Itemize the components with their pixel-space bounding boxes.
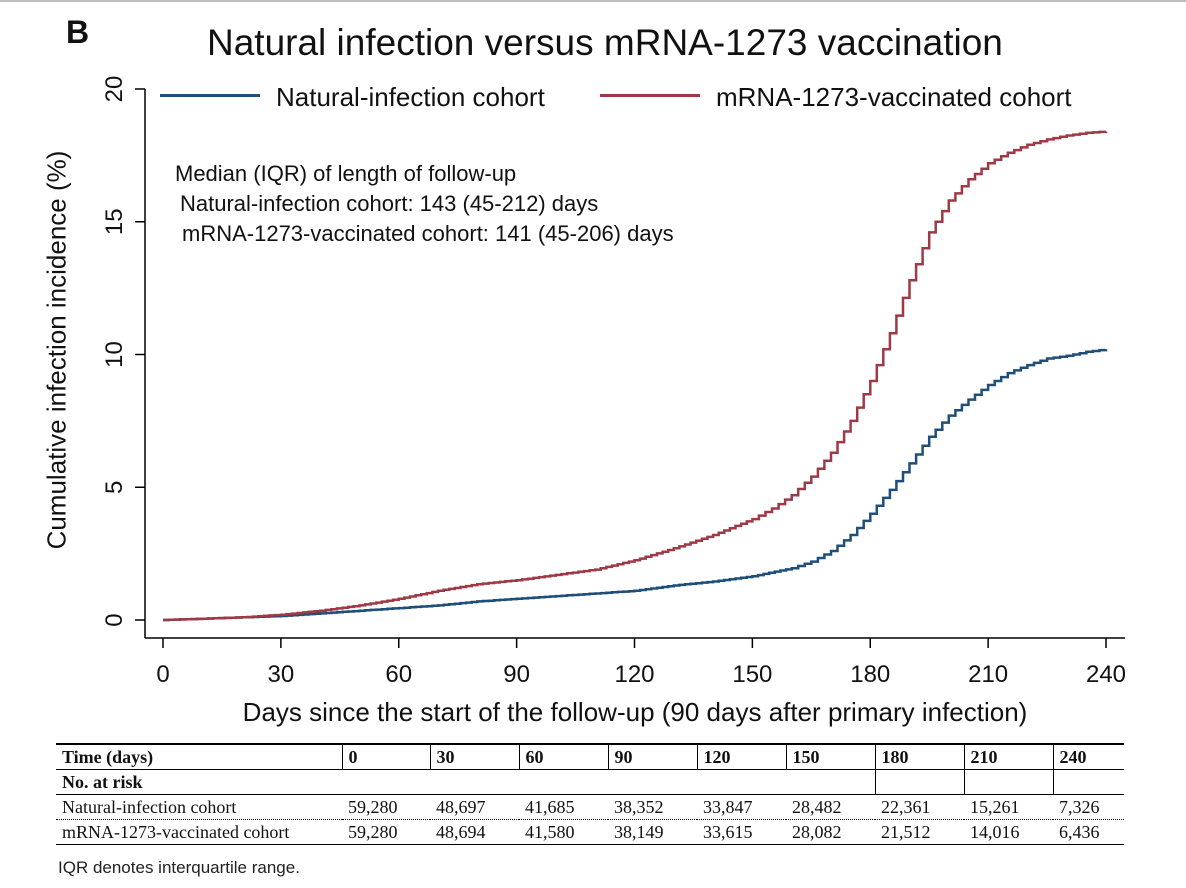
risk-cell: 59,280 (342, 794, 430, 820)
x-tick-label: 180 (850, 661, 890, 688)
y-axis-label: Cumulative infection incidence (%) (41, 150, 72, 550)
risk-cell: 33,615 (697, 819, 786, 845)
annotation-title: Median (IQR) of length of follow-up (175, 161, 517, 186)
risk-table-time: 240 (1053, 743, 1124, 770)
plot-area: 0 30 60 90 120 150 180 210 240 0 5 10 15 20 (101, 76, 1126, 688)
series-line-vaccinated (163, 130, 1108, 622)
x-tick-label: 150 (732, 661, 772, 688)
x-tick-label: 120 (614, 661, 654, 688)
panel-letter: B (66, 14, 90, 50)
y-tick-label: 0 (101, 613, 128, 626)
chart-title: Natural infection versus mRNA-1273 vacci… (207, 22, 1003, 63)
risk-cell: 6,436 (1053, 819, 1124, 845)
x-axis-label: Days since the start of the follow-up (9… (242, 697, 1028, 727)
risk-table-time: 90 (608, 743, 698, 770)
annotation-line-natural: Natural-infection cohort: 143 (45-212) d… (180, 191, 599, 216)
risk-cell: 48,694 (430, 819, 519, 845)
risk-cell: 28,482 (786, 794, 875, 820)
risk-table-subheader-row: No. at risk (56, 769, 1124, 795)
annotation-line-vaccinated: mRNA-1273-vaccinated cohort: 141 (45-206… (182, 221, 674, 246)
risk-cell: 41,580 (519, 819, 608, 845)
y-tick-label: 5 (101, 481, 128, 494)
x-tick-label: 0 (156, 661, 169, 688)
risk-cell: 14,016 (964, 819, 1053, 845)
risk-cell: 21,512 (875, 819, 964, 845)
risk-cell: 48,697 (430, 794, 519, 820)
risk-table-time: 0 (342, 743, 431, 770)
y-tick-label: 20 (101, 76, 128, 103)
risk-table: Time (days) 0 30 60 90 120 150 180 210 2… (56, 743, 1124, 845)
risk-cell: 22,361 (875, 794, 964, 820)
risk-table-time: 120 (697, 743, 787, 770)
risk-table-time: 30 (430, 743, 520, 770)
risk-table-time: 150 (786, 743, 876, 770)
y-tick-label: 10 (101, 341, 128, 368)
x-tick-label: 60 (385, 661, 412, 688)
risk-table-time: 60 (519, 743, 609, 770)
risk-cell: 59,280 (342, 819, 430, 845)
risk-cell: 41,685 (519, 794, 608, 820)
follow-up-annotation: Median (IQR) of length of follow-up Natu… (175, 159, 674, 249)
x-tick-label: 30 (268, 661, 295, 688)
series-layer (163, 130, 1108, 622)
risk-cell: 28,082 (786, 819, 875, 845)
risk-table-row-natural: Natural-infection cohort 59,280 48,697 4… (56, 794, 1124, 820)
risk-table-subheader: No. at risk (62, 771, 143, 792)
series-line-natural (163, 348, 1108, 622)
risk-table-header-row: Time (days) 0 30 60 90 120 150 180 210 2… (56, 743, 1124, 770)
risk-table-time: 180 (875, 743, 965, 770)
risk-cell: 38,352 (608, 794, 697, 820)
y-tick-label: 15 (101, 208, 128, 235)
risk-table-row-vaccinated: mRNA-1273-vaccinated cohort 59,280 48,69… (56, 819, 1124, 845)
x-tick-label: 90 (503, 661, 530, 688)
risk-row-label: Natural-infection cohort (56, 794, 342, 820)
risk-row-label: mRNA-1273-vaccinated cohort (56, 819, 342, 845)
axes: 0 30 60 90 120 150 180 210 240 0 5 10 15 20 (101, 76, 1126, 688)
risk-cell: 15,261 (964, 794, 1053, 820)
risk-cell: 38,149 (608, 819, 697, 845)
risk-cell: 33,847 (697, 794, 786, 820)
risk-table-header-label: Time (days) (56, 743, 343, 770)
risk-table-time: 210 (964, 743, 1054, 770)
x-tick-label: 240 (1086, 661, 1126, 688)
risk-cell: 7,326 (1053, 794, 1124, 820)
top-border (0, 0, 1186, 2)
x-tick-label: 210 (968, 661, 1008, 688)
footnote: IQR denotes interquartile range. (58, 858, 300, 877)
